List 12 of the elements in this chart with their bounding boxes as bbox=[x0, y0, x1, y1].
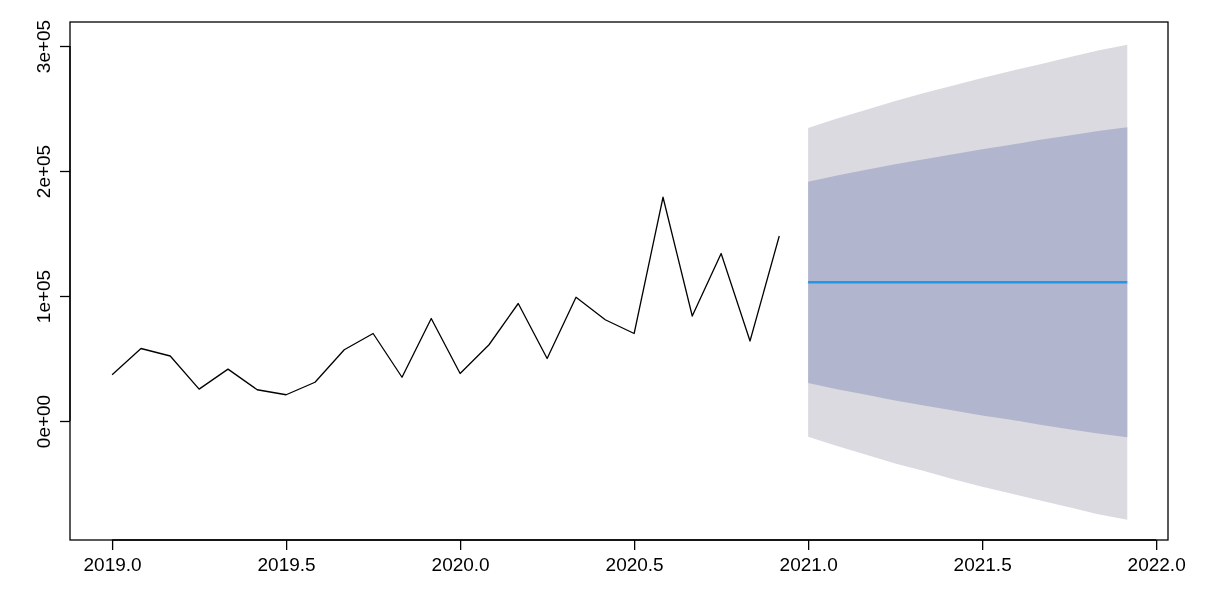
y-tick-label: 1e+05 bbox=[33, 269, 54, 324]
x-tick-label: 2021.5 bbox=[953, 554, 1012, 576]
x-tick-label: 2020.5 bbox=[605, 554, 664, 576]
x-tick-label: 2022.0 bbox=[1127, 554, 1186, 576]
x-tick-label: 2021.0 bbox=[779, 554, 838, 576]
y-tick-label: 2e+05 bbox=[33, 144, 54, 199]
y-tick-label: 3e+05 bbox=[33, 19, 54, 74]
line-series bbox=[111, 196, 780, 396]
x-tick-label: 2019.0 bbox=[83, 554, 142, 576]
x-tick-label: 2020.0 bbox=[431, 554, 490, 576]
x-tick-label: 2019.5 bbox=[257, 554, 316, 576]
y-tick-label: 0e+00 bbox=[33, 394, 54, 449]
